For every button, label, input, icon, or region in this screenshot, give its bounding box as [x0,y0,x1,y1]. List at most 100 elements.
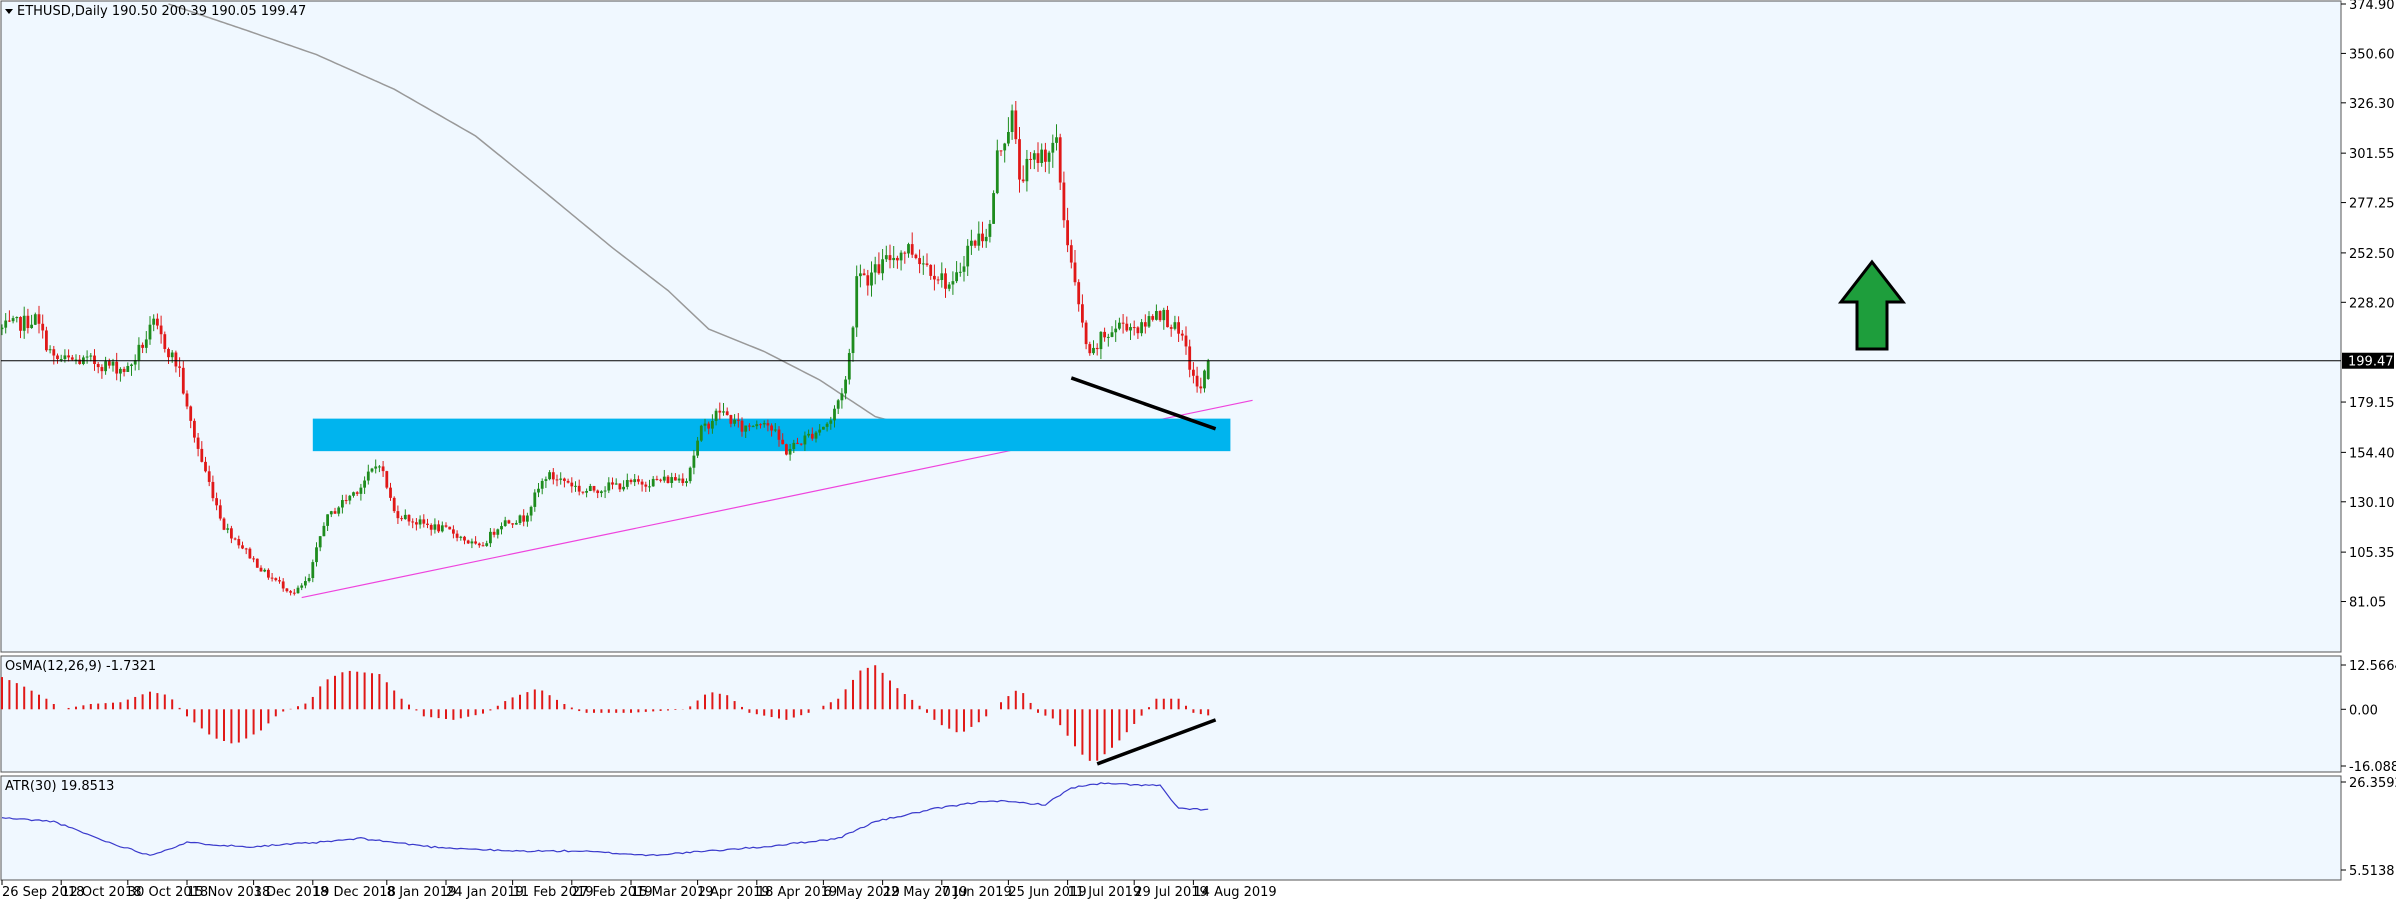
candle-body [237,539,241,546]
candle-body [426,523,429,525]
candle-body [918,258,921,265]
candle [951,271,955,295]
candle [751,425,755,428]
candle [244,547,248,555]
candle [859,264,862,288]
candle [1058,133,1062,190]
candle [1069,239,1073,269]
time-tick-label: 12 Oct 2018 [61,885,141,900]
candle [204,456,207,473]
candle [378,465,381,473]
candle-body [218,505,222,519]
candle [755,420,759,430]
candle [840,388,844,409]
price-tick-label: 350.60 [2349,47,2395,62]
candle [100,364,104,379]
time-tick-label: 18 Apr 2019 [757,885,837,900]
candle [570,477,574,493]
candle [873,256,877,285]
candle [37,305,41,334]
candle [822,426,825,430]
candle [163,331,167,353]
candle [322,522,326,537]
candle-body [670,477,674,484]
candle [696,436,699,459]
time-tick-label: 30 Oct 2018 [128,885,208,900]
candle [526,512,529,527]
candle-body [370,468,374,472]
candle [130,363,133,376]
candle [352,491,355,498]
candle [1036,142,1040,172]
candle-body [981,233,984,242]
candle-body [914,254,918,259]
candle-body [315,547,318,563]
candle-body [1081,304,1084,323]
candle [692,449,696,475]
candle [389,482,392,501]
candle [1029,151,1032,170]
candle [407,514,411,526]
candle-body [707,423,711,429]
candle-body [1162,309,1166,321]
candle [481,541,485,547]
candle [788,443,792,461]
candle [677,474,681,483]
candle [933,264,936,291]
candle-body [19,317,22,331]
candle [255,558,259,568]
candle-body [255,558,259,568]
candle-body [1032,153,1036,160]
candle [1032,150,1036,170]
candle [474,536,477,545]
candle-body [548,472,551,480]
candle-body [651,478,655,487]
candle-body [777,429,781,440]
candle [477,542,481,548]
candle [533,489,537,512]
candle-body [141,344,144,348]
candle [318,535,322,552]
candle-body [648,486,651,488]
candle-body [259,567,263,572]
atr-tick-label: 5.5138 [2349,864,2395,879]
candle [970,229,973,255]
candle [799,443,803,446]
candle-body [41,323,45,331]
candle-body [437,524,440,532]
candle-body [1003,143,1007,151]
symbol-dropdown-icon[interactable] [5,9,13,14]
candle [637,475,640,485]
candle-body [973,240,977,246]
candle-body [463,536,466,541]
candle [1143,314,1147,334]
candle-body [622,486,625,490]
candle-body [566,480,570,483]
candle [463,535,466,545]
candle-body [211,481,215,499]
candle [400,515,403,522]
candle-body [773,429,777,431]
candle-body [15,317,19,319]
candle-body [230,528,233,539]
candle-body [748,425,751,427]
candle-body [781,439,785,445]
candle [600,490,603,498]
time-tick-label: 8 Jan 2019 [387,885,457,900]
candle-body [400,518,403,520]
candle [881,248,884,281]
candle [1081,294,1084,328]
candle [311,559,315,583]
candle [514,520,518,525]
time-tick-label: 22 May 2019 [883,885,968,900]
candle [89,353,93,362]
candle [133,354,137,371]
candle-body [415,522,418,525]
candle-body [722,411,725,413]
candle [26,308,30,334]
candle-body [792,442,796,450]
time-tick-label: 24 Jan 2019 [446,885,524,900]
candle-body [222,518,226,530]
candle-body [477,543,481,546]
